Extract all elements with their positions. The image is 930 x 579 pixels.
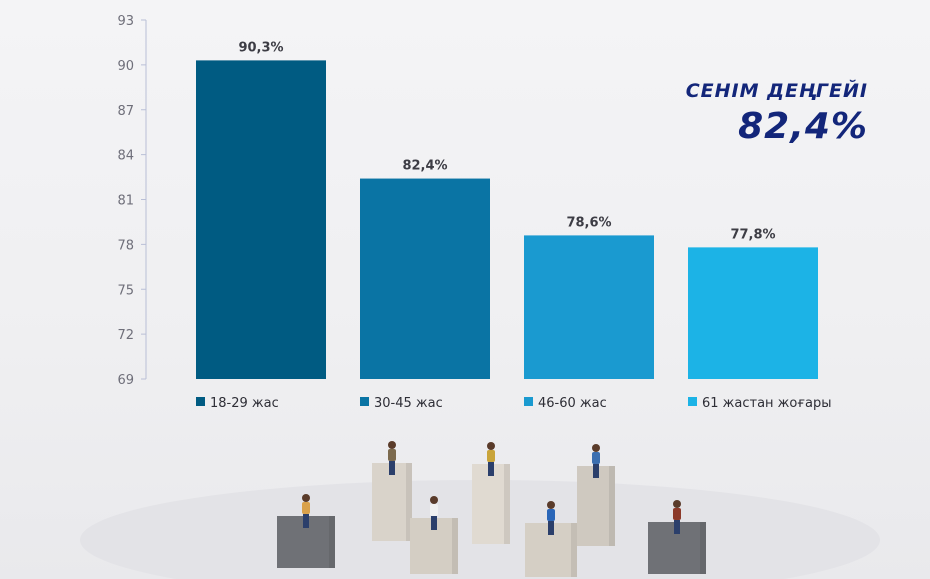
- figure-body: [487, 450, 495, 462]
- figure-body: [547, 509, 555, 521]
- figure-body: [592, 452, 600, 464]
- figure-head: [592, 444, 600, 452]
- figure-head: [487, 442, 495, 450]
- figure-head: [547, 501, 555, 509]
- figure-legs: [303, 514, 309, 528]
- legend-label: 18-29 жас: [210, 396, 279, 411]
- bar-data-label: 82,4%: [402, 159, 447, 174]
- y-tick-label: 78: [117, 238, 134, 253]
- pedestal-shade: [504, 464, 510, 544]
- y-tick-label: 75: [117, 283, 134, 298]
- y-tick-label: 84: [117, 149, 134, 164]
- figure-head: [430, 496, 438, 504]
- figure-body: [673, 508, 681, 520]
- trust-level-headline: СЕНІМ ДЕҢГЕЙІ 82,4%: [686, 80, 868, 147]
- y-tick-label: 93: [117, 14, 134, 29]
- y-tick-label: 90: [117, 59, 134, 74]
- legend-label: 30-45 жас: [374, 396, 443, 411]
- pedestal-shade: [406, 463, 412, 541]
- figure-legs: [593, 464, 599, 478]
- bar: [524, 235, 654, 379]
- pedestal-shade: [609, 466, 615, 546]
- pedestal-shade: [571, 523, 577, 577]
- figure-legs: [431, 516, 437, 530]
- bar: [196, 60, 326, 379]
- pedestal-block: [472, 464, 510, 544]
- figure-head: [302, 494, 310, 502]
- figure-legs: [389, 461, 395, 475]
- legend-swatch: [360, 397, 369, 406]
- legend-swatch: [524, 397, 533, 406]
- pedestal-shade: [452, 518, 458, 574]
- legend-label: 61 жастан жоғары: [702, 396, 832, 411]
- y-tick-label: 69: [117, 373, 134, 388]
- figure-body: [430, 504, 438, 516]
- bar: [360, 178, 490, 379]
- figure-head: [673, 500, 681, 508]
- headline-value: 82,4%: [738, 106, 868, 147]
- figure-body: [388, 449, 396, 461]
- figure-legs: [548, 521, 554, 535]
- pedestal-block: [372, 463, 412, 541]
- legend-swatch: [196, 397, 205, 406]
- y-tick-label: 87: [117, 104, 134, 119]
- bar: [688, 247, 818, 379]
- bar-data-label: 90,3%: [238, 40, 283, 55]
- figure-body: [302, 502, 310, 514]
- pedestal-shade: [700, 522, 706, 574]
- figure-legs: [488, 462, 494, 476]
- pedestal-block: [577, 466, 615, 546]
- figure-legs: [674, 520, 680, 534]
- y-tick-label: 81: [117, 194, 134, 209]
- legend-label: 46-60 жас: [538, 396, 607, 411]
- miniature-figures-decoration: [80, 441, 880, 579]
- bar-series: 90,3% 82,4% 78,6% 77,8%: [196, 40, 818, 379]
- figure-head: [388, 441, 396, 449]
- bar-data-label: 78,6%: [566, 215, 611, 230]
- y-tick-label: 72: [117, 328, 134, 343]
- legend: 18-29 жас 30-45 жас 46-60 жас 61 жастан жоғ…: [196, 396, 832, 411]
- bar-data-label: 77,8%: [730, 227, 775, 242]
- headline-title: СЕНІМ ДЕҢГЕЙІ: [685, 80, 868, 102]
- legend-swatch: [688, 397, 697, 406]
- y-axis: 93 90 87 84 81 78 75 72 69: [117, 14, 147, 388]
- pedestal-shade: [329, 516, 335, 568]
